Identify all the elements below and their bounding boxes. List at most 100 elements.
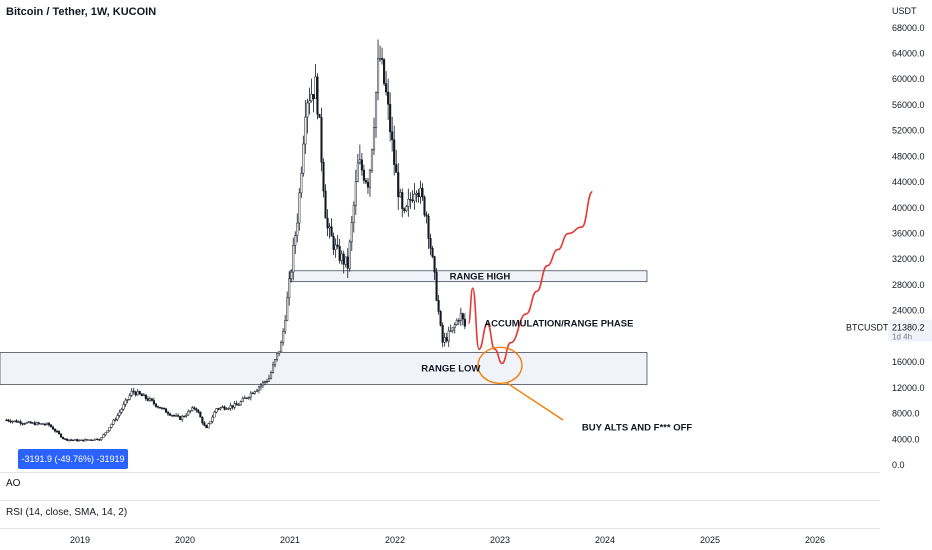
y-tick-label: 68000.0 — [892, 23, 925, 33]
candle-body — [243, 397, 246, 399]
candle-body — [411, 199, 414, 202]
candle-body — [318, 113, 321, 118]
candle-body — [78, 439, 81, 442]
candle-body — [441, 324, 444, 343]
candle-body — [407, 199, 410, 207]
y-tick-label: 28000.0 — [892, 280, 925, 290]
candle-body — [239, 401, 242, 406]
candle-body — [199, 412, 202, 418]
y-tick-label: 32000.0 — [892, 254, 925, 264]
x-tick-label: 2026 — [805, 535, 825, 545]
candle-body — [92, 439, 95, 442]
annotations-layer: RANGE HIGH RANGE LOW ACCUMULATION/RANGE PH… — [421, 272, 692, 434]
x-tick-label: 2019 — [70, 535, 90, 545]
candle-body — [326, 217, 329, 229]
candle-body — [146, 398, 149, 401]
candle-body — [41, 423, 44, 425]
buy-zone-ellipse — [477, 346, 523, 385]
candle-body — [370, 149, 374, 171]
candle-body — [257, 386, 260, 391]
candle-body — [221, 406, 224, 408]
candle-body — [11, 420, 14, 423]
candle-body — [435, 271, 438, 301]
candle-body — [437, 300, 440, 312]
candle-body — [338, 246, 341, 261]
candle-body — [171, 414, 174, 417]
candle-body — [45, 422, 48, 425]
candle-body — [144, 394, 147, 399]
candle-body — [88, 439, 91, 441]
candle-body — [35, 422, 38, 426]
candle-body — [259, 384, 262, 388]
candle-body — [15, 420, 18, 423]
candle-body — [425, 214, 428, 217]
candle-body — [457, 320, 460, 322]
price-tag-box — [888, 319, 932, 342]
candle-body — [463, 318, 466, 327]
candle-body — [134, 391, 137, 396]
candle-body — [461, 313, 464, 320]
candle-body — [207, 423, 210, 429]
candle-body — [253, 391, 256, 394]
candle-body — [292, 245, 295, 273]
candle-body — [19, 421, 22, 424]
candle-body — [136, 391, 139, 396]
candle-body — [362, 169, 365, 181]
candle-body — [27, 421, 30, 423]
range-zone-box — [0, 352, 648, 385]
candle-body — [324, 190, 327, 219]
candle-body — [376, 58, 380, 94]
candle-body — [162, 407, 166, 410]
candle-body — [455, 320, 458, 326]
candle-body — [205, 425, 208, 429]
candle-body — [336, 244, 339, 247]
candle-body — [150, 398, 153, 401]
time-axis: 2019 2020 2021 2022 2023 2024 2025 2026 — [70, 535, 825, 545]
candle-body — [5, 419, 8, 422]
pane-separator — [0, 528, 880, 529]
candle-body — [427, 215, 430, 239]
candle-body — [245, 397, 248, 399]
x-tick-label: 2021 — [280, 535, 300, 545]
candle-body — [284, 320, 287, 332]
candle-body — [381, 58, 384, 60]
ao-indicator-label[interactable]: AO — [6, 478, 21, 489]
x-tick-label: 2023 — [490, 535, 510, 545]
candle-body — [223, 406, 226, 410]
currency-label: USDT — [892, 6, 917, 16]
candle-body — [114, 419, 117, 421]
candle-body — [393, 139, 396, 165]
y-tick-label: 8000.0 — [892, 409, 920, 419]
candle-body — [346, 256, 349, 269]
candle-body — [181, 415, 184, 421]
measure-badge[interactable]: -3191.9 (-49.76%) -31919 — [18, 449, 128, 469]
chart-annotation: RANGE LOW — [421, 364, 480, 375]
candle-body — [90, 439, 93, 441]
candle-body — [360, 159, 363, 171]
y-tick-label: 0.0 — [892, 460, 905, 470]
chart-annotation: RANGE HIGH — [450, 272, 511, 283]
y-tick-label: 44000.0 — [892, 177, 925, 187]
candle-body — [185, 414, 188, 417]
candle-body — [177, 415, 180, 417]
chart-annotation: BUY ALTS AND F*** OFF — [582, 423, 693, 434]
candle-body — [47, 422, 50, 426]
candle-body — [118, 412, 121, 416]
candle-body — [70, 439, 73, 441]
candle-body — [276, 353, 279, 360]
candle-body — [21, 423, 24, 425]
candle-body — [330, 226, 333, 237]
candle-body — [29, 421, 32, 424]
candle-body — [334, 244, 337, 250]
candle-body — [280, 342, 283, 352]
candle-body — [166, 412, 170, 415]
candle-body — [74, 439, 77, 441]
candle-body — [53, 429, 57, 432]
candle-body — [451, 327, 454, 332]
candle-body — [459, 313, 462, 321]
candle-body — [413, 193, 416, 202]
candle-body — [290, 271, 293, 280]
rsi-indicator-label[interactable]: RSI (14, close, SMA, 14, 2) — [6, 507, 128, 518]
candle-body — [419, 187, 422, 198]
